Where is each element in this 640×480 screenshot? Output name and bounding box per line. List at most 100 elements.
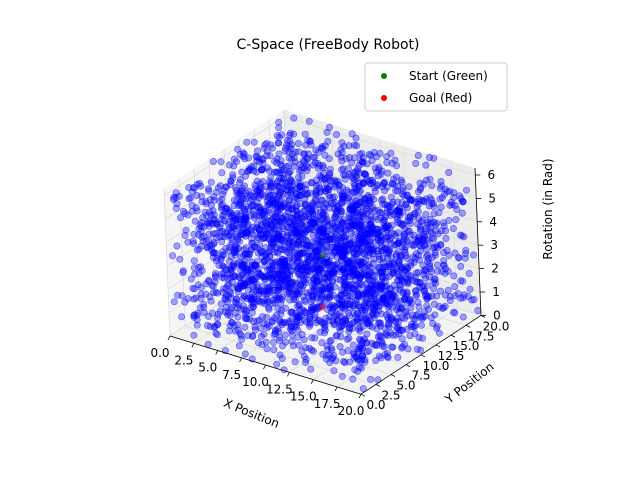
cspace-sample-point [320, 279, 328, 287]
cspace-sample-point [238, 168, 246, 176]
x-tick-mark [358, 394, 362, 399]
cspace-sample-point [226, 312, 234, 320]
cspace-sample-point [292, 309, 300, 317]
cspace-sample-point [187, 275, 195, 283]
cspace-sample-point [449, 225, 457, 233]
cspace-sample-point [389, 270, 397, 278]
cspace-sample-point [350, 242, 358, 250]
cspace-sample-point [293, 202, 301, 210]
cspace-sample-point [420, 180, 428, 188]
cspace-sample-point [384, 354, 392, 362]
cspace-sample-point [240, 216, 248, 224]
cspace-sample-point [427, 268, 435, 276]
cspace-sample-point [356, 270, 364, 278]
cspace-sample-point [241, 350, 249, 358]
cspace-sample-point [386, 289, 394, 297]
cspace-sample-point [377, 354, 385, 362]
cspace-sample-point [393, 276, 401, 284]
x-tick-label: 20.0 [338, 404, 365, 418]
cspace-sample-point [379, 200, 387, 208]
cspace-sample-point [272, 196, 280, 204]
x-tick-mark [191, 343, 195, 348]
cspace-sample-point [220, 187, 228, 195]
cspace-sample-point [423, 302, 431, 310]
cspace-sample-point [437, 203, 445, 211]
cspace-sample-point [430, 244, 438, 252]
cspace-sample-point [184, 238, 192, 246]
cspace-sample-point [270, 225, 278, 233]
cspace-sample-point [228, 266, 236, 274]
cspace-sample-point [338, 166, 346, 174]
x-tick-mark [263, 364, 266, 370]
cspace-sample-point [385, 323, 393, 331]
cspace-sample-point [301, 200, 309, 208]
cspace-sample-point [190, 331, 198, 339]
cspace-sample-point [210, 196, 218, 204]
cspace-sample-point [443, 188, 451, 196]
cspace-sample-point [251, 243, 259, 251]
cspace-sample-point [287, 243, 295, 251]
cspace-sample-point [325, 186, 333, 194]
cspace-sample-point [337, 333, 345, 341]
cspace-sample-point [203, 237, 211, 245]
cspace-sample-point [271, 217, 279, 225]
cspace-sample-point [190, 240, 198, 248]
x-tick-mark [239, 357, 242, 363]
cspace-sample-point [241, 250, 249, 258]
cspace-sample-point [303, 167, 311, 175]
cspace-sample-point [263, 320, 271, 328]
cspace-sample-point [271, 327, 279, 335]
cspace-sample-point [240, 246, 248, 254]
cspace-sample-point [305, 117, 313, 125]
cspace-sample-point [301, 130, 309, 138]
cspace-sample-point [418, 314, 426, 322]
cspace-sample-point [285, 148, 293, 156]
cspace-sample-point [295, 341, 303, 349]
cspace-sample-point [421, 312, 429, 320]
cspace-sample-point [387, 211, 395, 219]
cspace-sample-point [341, 226, 349, 234]
cspace-sample-point [188, 201, 196, 209]
cspace-sample-point [322, 352, 330, 360]
cspace-sample-point [468, 296, 476, 304]
cspace-sample-point [362, 225, 370, 233]
cspace-sample-point [191, 217, 199, 225]
cspace-sample-point [458, 209, 466, 217]
x-tick-label: 12.5 [266, 382, 293, 396]
cspace-sample-point [414, 220, 422, 228]
cspace-sample-point [354, 325, 362, 333]
cspace-sample-point [339, 253, 347, 261]
cspace-sample-point [425, 154, 433, 162]
cspace-sample-point [451, 283, 459, 291]
cspace-sample-point [360, 213, 368, 221]
cspace-sample-point [375, 164, 383, 172]
cspace-sample-point [302, 358, 310, 366]
cspace-sample-point [300, 151, 308, 159]
cspace-sample-point [236, 179, 244, 187]
cspace-sample-point [316, 184, 324, 192]
cspace-sample-point [357, 272, 365, 280]
cspace-sample-point [222, 266, 230, 274]
cspace-sample-point [241, 323, 249, 331]
cspace-sample-point [460, 291, 468, 299]
cspace-sample-point [293, 207, 301, 215]
cspace-sample-point [353, 168, 361, 176]
cspace-sample-point [270, 346, 278, 354]
cspace-sample-point [322, 187, 330, 195]
cspace-sample-point [332, 131, 340, 139]
x-tick-mark [310, 379, 314, 384]
cspace-sample-point [305, 241, 313, 249]
cspace-sample-point [403, 191, 411, 199]
cspace-sample-point [306, 268, 314, 276]
cspace-sample-point [334, 150, 342, 158]
cspace-sample-point [348, 159, 356, 167]
cspace-sample-point [300, 307, 308, 315]
cspace-sample-point [296, 210, 304, 218]
z-tick-label: 3 [490, 238, 498, 252]
cspace-sample-point [297, 166, 305, 174]
cspace-sample-point [243, 228, 251, 236]
cspace-sample-point [261, 141, 269, 149]
x-axis-label: X Position [222, 396, 282, 431]
cspace-sample-point [202, 200, 210, 208]
cspace-sample-point [415, 241, 423, 249]
